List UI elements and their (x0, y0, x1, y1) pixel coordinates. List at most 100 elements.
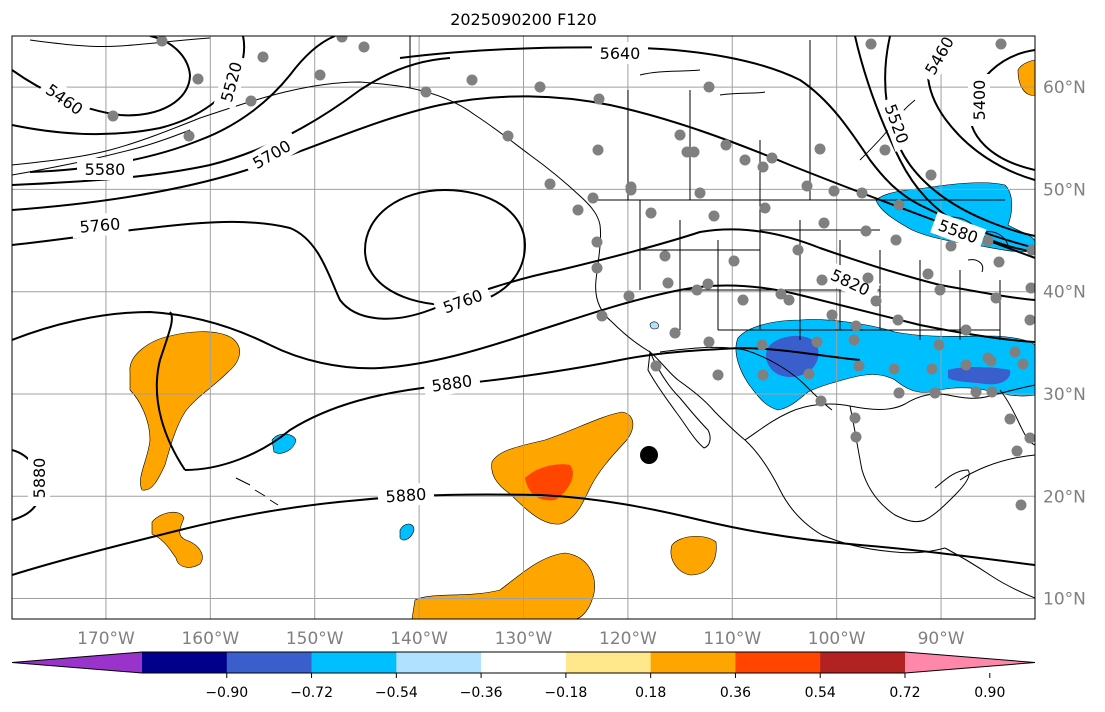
station-dot (314, 69, 326, 81)
colorbar-segment (226, 652, 313, 673)
coast-hawaii (235, 477, 279, 506)
station-dot (865, 38, 877, 50)
storm-marker (640, 446, 658, 464)
colorbar-tick-label: −0.36 (460, 685, 503, 701)
contour-5820 (12, 284, 1035, 370)
colorbar-tick-label: 0.90 (974, 685, 1005, 701)
colorbar-tick-label: 0.18 (635, 685, 666, 701)
station-dot (986, 386, 998, 398)
contour-5640 (399, 46, 1035, 249)
station-dot (850, 320, 862, 332)
shade-negative-south-core-b (948, 367, 1011, 385)
station-dot (929, 387, 941, 399)
coast-alaska-north (29, 37, 211, 48)
station-dot (544, 178, 556, 190)
station-dot (856, 187, 868, 199)
station-dot (783, 294, 795, 306)
colorbar-segment (481, 652, 567, 673)
station-dot (756, 339, 768, 351)
colorbar-segment (820, 652, 906, 673)
coast-baja (647, 350, 711, 449)
station-dot (592, 144, 604, 156)
station-dot (591, 236, 603, 248)
station-dot (625, 181, 637, 193)
station-dot (970, 386, 982, 398)
station-dot (669, 327, 681, 339)
station-dot (993, 256, 1005, 268)
lon-tick-label: 130°W (495, 629, 553, 649)
station-dot (645, 207, 657, 219)
contour-5760-closed (363, 188, 527, 307)
shade-strong-center (525, 464, 573, 501)
station-dot (703, 81, 715, 93)
station-dot (1009, 346, 1021, 358)
colorbar-segment (565, 652, 652, 673)
station-dot (862, 272, 874, 284)
lon-tick-label: 90°W (918, 629, 965, 649)
station-dot (985, 355, 997, 367)
contour-label: 5880 (30, 458, 49, 499)
station-dot (1024, 432, 1035, 444)
coast-aleutians (12, 129, 191, 176)
station-dot (1024, 314, 1035, 326)
station-dot (990, 292, 1002, 304)
station-dot (708, 210, 720, 222)
station-dot (156, 36, 168, 47)
contour-label: 5760 (79, 214, 121, 236)
contour-label: 5640 (600, 44, 641, 63)
station-dot (1011, 445, 1023, 457)
station-dot (815, 395, 827, 407)
station-dot (803, 368, 815, 380)
colorbar-tick-label: −0.72 (290, 685, 333, 701)
lat-tick-label: 50°N (1043, 180, 1086, 200)
shade-positive-ne (1017, 59, 1035, 96)
coast-yucatan (849, 405, 970, 523)
colorbar-tick-label: −0.54 (375, 685, 418, 701)
station-dot (850, 431, 862, 443)
station-dot (879, 144, 891, 156)
colorbar-segment (396, 652, 482, 673)
station-dot (933, 339, 945, 351)
contour-5760-north (12, 220, 1035, 320)
contour-5520-nw (12, 36, 246, 136)
station-dot (816, 274, 828, 286)
station-dot (818, 217, 830, 229)
contour-5880-main (12, 493, 1035, 576)
shade-negative-small-c (649, 321, 659, 330)
station-dot (659, 250, 671, 262)
station-dot (720, 139, 732, 151)
station-dot (739, 154, 751, 166)
coast-arctic (639, 69, 766, 96)
station-dot (702, 278, 714, 290)
contour-5700 (12, 95, 1035, 259)
lon-tick-label: 160°W (181, 629, 239, 649)
map-frame (11, 35, 1036, 620)
station-dot (960, 324, 972, 336)
station-dot (466, 74, 478, 86)
station-dot (257, 51, 269, 63)
station-dot (934, 284, 946, 296)
lat-tick-label: 40°N (1043, 283, 1086, 303)
lon-tick-label: 140°W (390, 629, 448, 649)
station-dot (358, 41, 370, 53)
shade-negative-small-b (399, 523, 415, 541)
station-dot (892, 314, 904, 326)
colorbar-segment (142, 652, 228, 673)
station-dot (828, 185, 840, 197)
latitude-labels: 10°N 20°N 30°N 40°N 50°N 60°N (1043, 78, 1086, 609)
station-dot (688, 146, 700, 158)
station-dot (596, 310, 608, 322)
shade-positive-small-b (151, 511, 203, 568)
station-dot (623, 290, 635, 302)
colorbar-extend-high (905, 652, 1035, 673)
lat-tick-label: 10°N (1043, 590, 1086, 610)
station-dot (1015, 499, 1027, 511)
colorbar-outline (11, 651, 1036, 674)
station-dot (694, 187, 706, 199)
station-dot (811, 336, 823, 348)
station-dot (662, 277, 674, 289)
station-dot (502, 130, 514, 142)
contour-5520-ne (884, 36, 1035, 237)
shade-negative-south-core-a (766, 335, 819, 378)
